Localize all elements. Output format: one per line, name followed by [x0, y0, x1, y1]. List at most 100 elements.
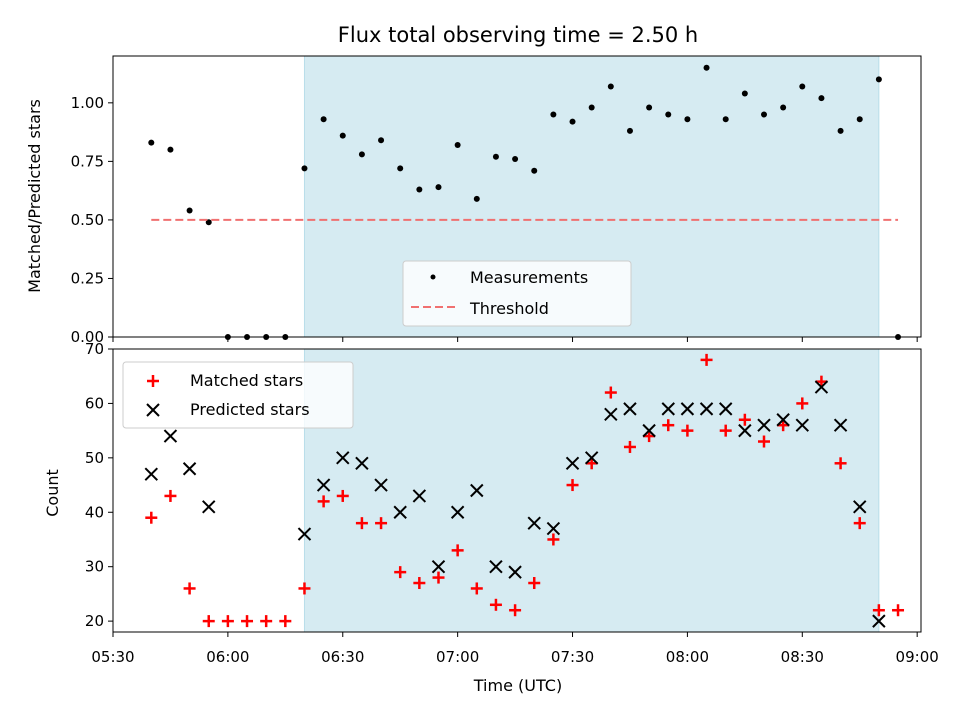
- y-tick-label: 0.00: [71, 328, 104, 346]
- predicted-stars-point: [470, 483, 484, 498]
- bottom-axes-frame: [112, 348, 922, 633]
- top-x-ticks: [112, 337, 918, 342]
- matched-stars-point: [681, 424, 694, 437]
- measurement-point: [473, 195, 480, 202]
- predicted-stars-point: [412, 489, 427, 503]
- matched-stars-point: [221, 615, 234, 628]
- predicted-stars-point: [718, 402, 733, 416]
- measurement-point: [665, 111, 672, 118]
- chart-title: Flux total observing time = 2.50 h: [338, 23, 698, 47]
- legend-threshold-label: Threshold: [469, 299, 549, 318]
- matched-stars-point: [183, 582, 196, 595]
- y-tick-label: 0.75: [71, 152, 104, 170]
- y-tick-label: 1.00: [71, 94, 104, 112]
- measurement-point: [358, 151, 365, 158]
- predicted-stars-point: [374, 478, 388, 492]
- matched-stars-point: [834, 457, 847, 470]
- matched-stars-point: [700, 353, 713, 366]
- predicted-stars-point: [297, 527, 312, 541]
- predicted-stars-point: [355, 456, 369, 470]
- matched-stars-point: [298, 582, 311, 595]
- measurement-point: [186, 207, 193, 214]
- top-legend-box: [402, 260, 632, 327]
- top-y-ticks: 0.00 0.25 0.50 0.75 1.00: [71, 94, 113, 346]
- legend-measurements-label: Measurements: [470, 268, 588, 287]
- measurement-point: [818, 95, 825, 102]
- x-tick-label: 07:00: [436, 648, 479, 666]
- predicted-stars-point: [661, 402, 675, 416]
- y-tick-label: 60: [85, 394, 104, 412]
- matched-stars-point: [202, 615, 215, 628]
- top-legend: Measurements Threshold: [402, 260, 632, 327]
- predicted-stars-point: [316, 478, 331, 492]
- matched-stars-point: [451, 544, 464, 557]
- matched-stars-point: [892, 604, 905, 617]
- matched-stars-point: [528, 577, 541, 590]
- matched-stars-point: [585, 457, 598, 470]
- measurement-point: [741, 90, 748, 97]
- predicted-stars-point: [182, 462, 197, 476]
- bottom-legend-box: [122, 361, 354, 429]
- matched-stars-point: [719, 424, 732, 437]
- legend-matched-marker: [147, 375, 159, 387]
- matched-stars-point: [164, 489, 177, 502]
- x-tick-label: 05:30: [91, 648, 134, 666]
- measurement-point: [722, 116, 729, 123]
- predicted-stars-point: [565, 456, 580, 470]
- matched-stars-point: [604, 386, 617, 399]
- predicted-stars-point: [757, 418, 771, 432]
- matched-stars-point: [241, 615, 254, 628]
- bottom-y-axis-label: Count: [43, 469, 62, 517]
- matched-stars-point: [317, 495, 330, 508]
- y-tick-label: 50: [85, 449, 104, 467]
- matched-stars-point: [623, 440, 636, 453]
- predicted-stars-point: [680, 402, 695, 416]
- matched-stars-point: [279, 615, 292, 628]
- predicted-stars-point: [623, 402, 637, 416]
- measurement-point: [550, 111, 557, 118]
- predicted-stars-point: [393, 505, 407, 519]
- predicted-stars-point: [853, 500, 867, 514]
- matched-stars-point: [394, 566, 407, 579]
- predicted-stars-point: [431, 559, 446, 574]
- measurement-point: [626, 127, 633, 134]
- matched-stars-point: [872, 604, 885, 617]
- bottom-marks: [144, 353, 905, 628]
- y-tick-label: 30: [85, 558, 104, 576]
- y-tick-label: 40: [85, 503, 104, 521]
- matched-stars-point: [643, 430, 656, 443]
- measurement-point: [760, 111, 767, 118]
- measurement-point: [148, 139, 155, 146]
- predicted-stars-point: [776, 413, 790, 427]
- legend-measurements-marker: [430, 274, 436, 280]
- legend-predicted-label: Predicted stars: [190, 400, 310, 419]
- bottom-legend: Matched stars Predicted stars: [122, 361, 354, 429]
- measurement-point: [703, 64, 710, 71]
- x-axis-label: Time (UTC): [473, 676, 562, 695]
- predicted-stars-point: [833, 418, 848, 432]
- predicted-stars-point: [546, 521, 561, 536]
- bottom-y-ticks: 20 30 40 50 60 70: [85, 340, 113, 630]
- measurement-point: [454, 141, 461, 148]
- measurement-point: [531, 167, 538, 174]
- measurement-point: [780, 104, 787, 111]
- measurement-point: [512, 156, 519, 163]
- x-tick-label: 07:30: [551, 648, 594, 666]
- matched-stars-point: [796, 397, 809, 410]
- y-tick-label: 70: [85, 340, 104, 358]
- matched-stars-point: [336, 489, 349, 502]
- measurement-point: [646, 104, 653, 111]
- matched-stars-point: [489, 598, 502, 611]
- measurement-point: [607, 83, 614, 90]
- predicted-stars-point: [450, 505, 465, 519]
- measurement-point: [799, 83, 806, 90]
- matched-stars-point: [413, 577, 426, 590]
- legend-predicted-marker: [146, 403, 160, 417]
- matched-stars-point: [145, 511, 158, 524]
- bottom-panel: 20 30 40 50 60 70 05:30 06:00 06:30 07:00 07:30 08…: [43, 340, 939, 695]
- predicted-stars-point: [163, 429, 178, 443]
- matched-stars-point: [815, 375, 828, 388]
- measurement-point: [875, 76, 882, 83]
- matched-stars-point: [509, 604, 522, 617]
